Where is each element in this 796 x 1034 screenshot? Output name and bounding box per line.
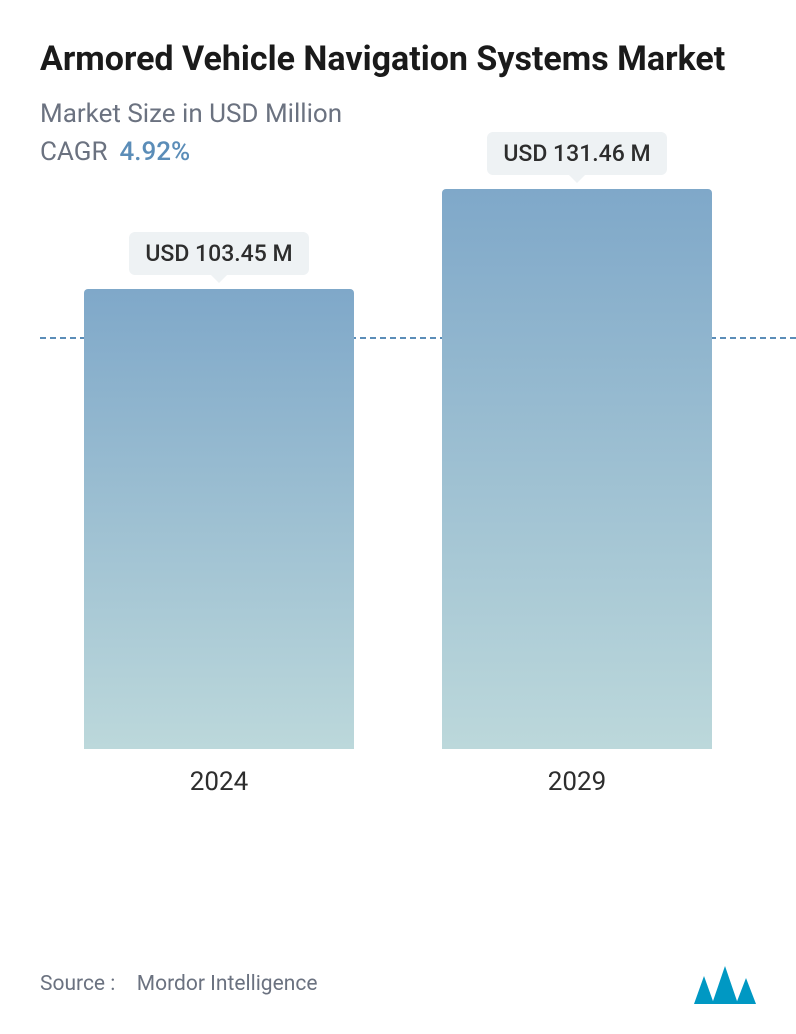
x-label: 2029: [548, 767, 606, 797]
chart-area: USD 103.45 M 2024 USD 131.46 M 2029: [40, 207, 756, 797]
bar-group-2024: USD 103.45 M 2024: [84, 232, 354, 797]
brand-logo-icon: [694, 964, 756, 1004]
bar-group-2029: USD 131.46 M 2029: [442, 132, 712, 797]
bars-row: USD 103.45 M 2024 USD 131.46 M 2029: [40, 207, 756, 797]
cagr-value: 4.92%: [119, 137, 190, 167]
bar-2024: [84, 289, 354, 749]
source-text: Source : Mordor Intelligence: [40, 972, 317, 996]
value-badge: USD 131.46 M: [487, 132, 666, 175]
value-badge: USD 103.45 M: [129, 232, 308, 275]
footer: Source : Mordor Intelligence: [40, 964, 756, 1004]
chart-title: Armored Vehicle Navigation Systems Marke…: [40, 38, 756, 81]
chart-subtitle: Market Size in USD Million: [40, 99, 756, 129]
bar-2029: [442, 189, 712, 749]
x-label: 2024: [190, 767, 248, 797]
cagr-label: CAGR: [40, 137, 107, 167]
